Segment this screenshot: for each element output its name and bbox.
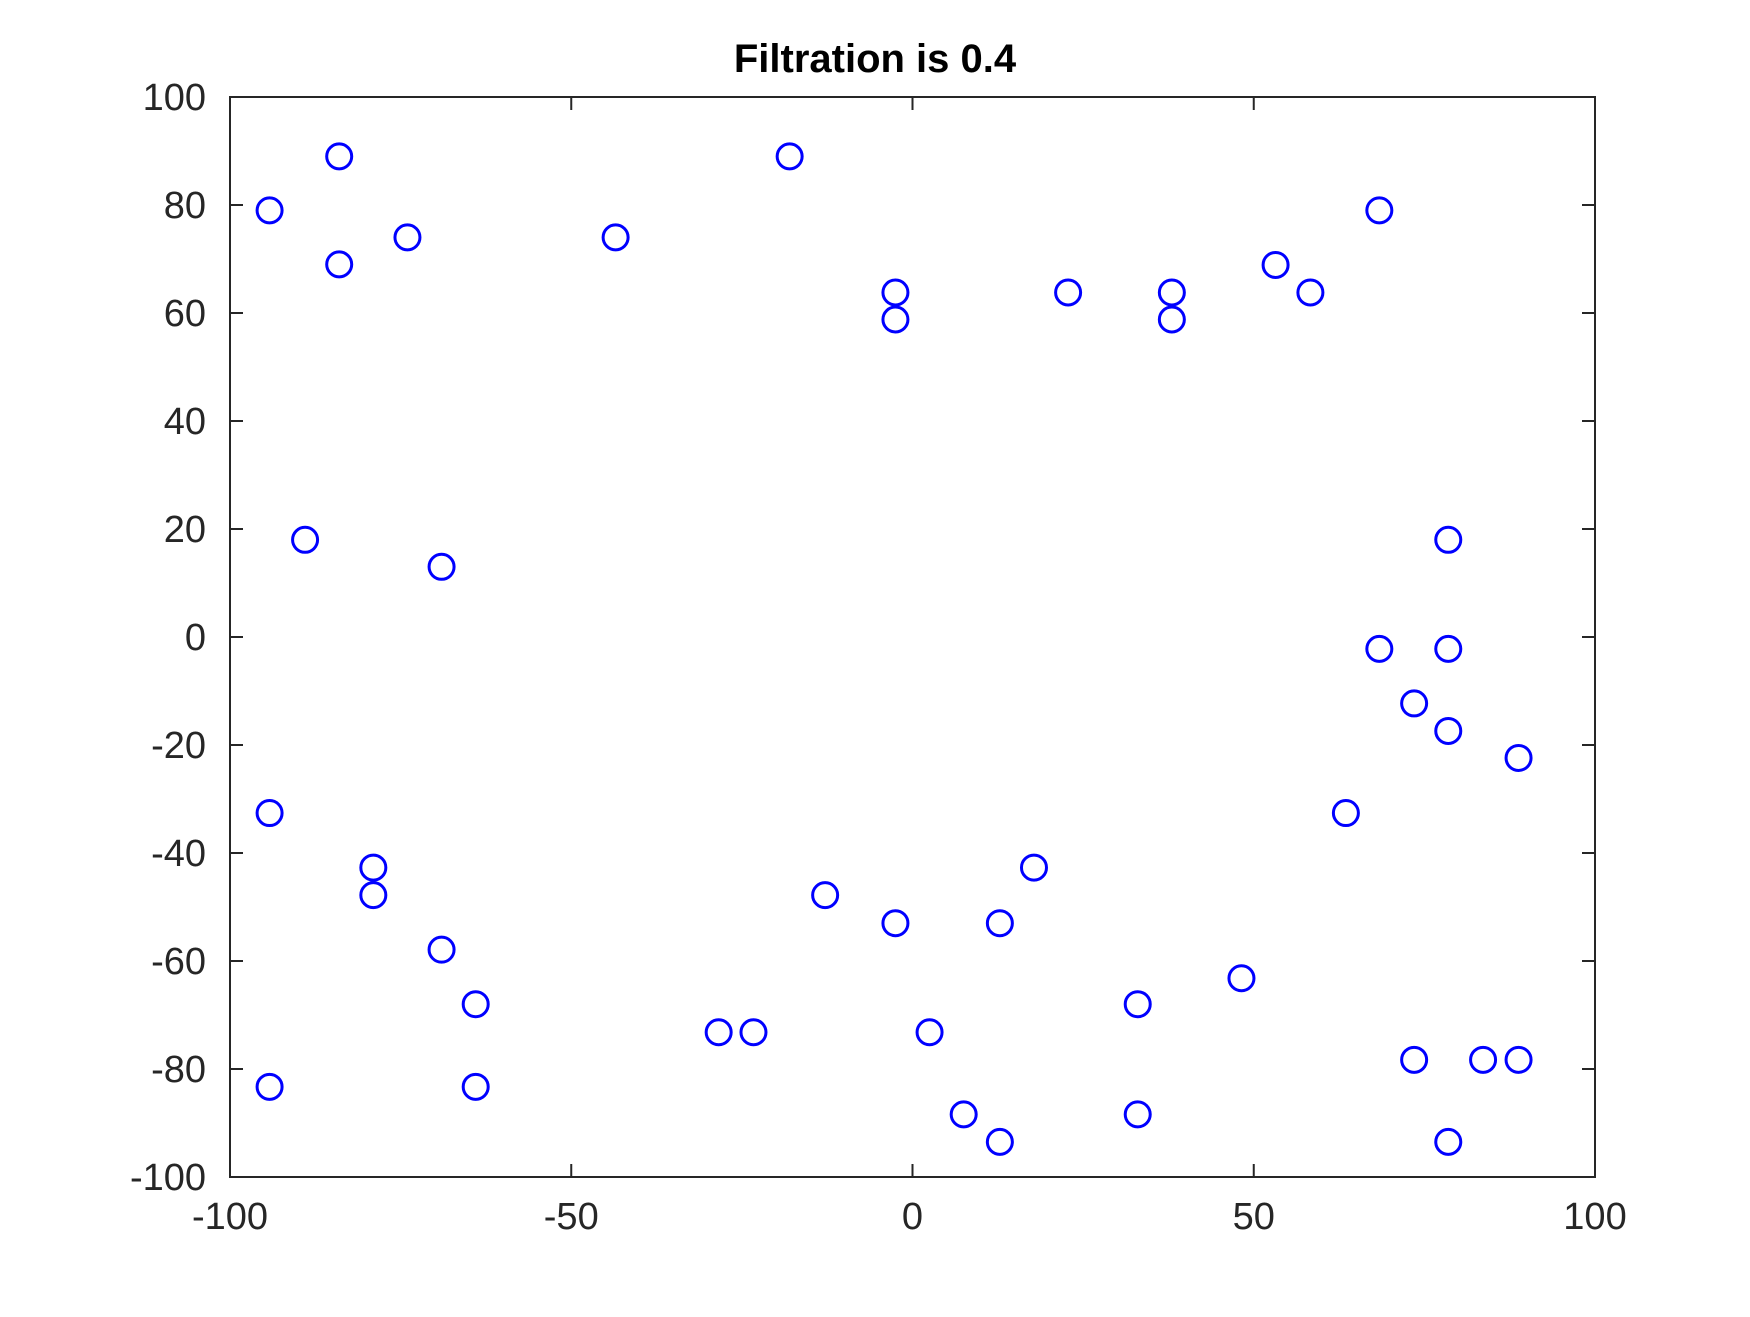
y-tick-label: 60	[164, 293, 206, 335]
data-point	[1123, 1100, 1152, 1129]
y-tick-label: -20	[151, 725, 206, 767]
data-point	[255, 1072, 284, 1101]
data-point	[881, 278, 910, 307]
y-tick-label: -80	[151, 1049, 206, 1091]
y-tick-label: 100	[143, 77, 206, 119]
data-point	[985, 909, 1014, 938]
y-tick-label: 0	[185, 617, 206, 659]
data-point	[1157, 278, 1186, 307]
y-tick-label: -60	[151, 941, 206, 983]
data-point	[1331, 799, 1360, 828]
y-tick-label: 80	[164, 185, 206, 227]
x-tick-label: -50	[544, 1196, 599, 1238]
data-point	[427, 552, 456, 581]
data-point	[601, 223, 630, 252]
data-point	[739, 1018, 768, 1047]
y-tick-label: -100	[130, 1157, 206, 1199]
data-point	[1365, 634, 1394, 663]
x-tick-label: 100	[1563, 1196, 1626, 1238]
data-point	[1365, 196, 1394, 225]
data-point	[359, 853, 388, 882]
data-point	[881, 909, 910, 938]
data-point	[1123, 990, 1152, 1019]
chart-title: Filtration is 0.4	[734, 37, 1017, 81]
data-point	[325, 250, 354, 279]
data-point	[1434, 525, 1463, 554]
data-point	[1504, 743, 1533, 772]
data-point	[1504, 1045, 1533, 1074]
data-point	[1261, 250, 1290, 279]
y-tick-label: -40	[151, 833, 206, 875]
data-point	[811, 881, 840, 910]
axes: -100 -50 0 50 100 100 80 60 40 20 0 -20 -40 -60 -80 -10…	[130, 77, 1627, 1238]
data-point	[1019, 853, 1048, 882]
data-point	[291, 525, 320, 554]
data-point	[985, 1127, 1014, 1156]
data-point	[1469, 1045, 1498, 1074]
data-point	[1227, 964, 1256, 993]
y-tick-label: 40	[164, 401, 206, 443]
data-point	[1157, 305, 1186, 334]
data-point	[255, 196, 284, 225]
data-point	[1400, 1045, 1429, 1074]
data-point	[1434, 1127, 1463, 1156]
x-tick-label: -100	[192, 1196, 268, 1238]
data-point	[704, 1018, 733, 1047]
data-point	[255, 799, 284, 828]
data-point	[949, 1100, 978, 1129]
data-point	[1434, 716, 1463, 745]
data-point	[393, 223, 422, 252]
data-point	[915, 1018, 944, 1047]
data-point	[1296, 278, 1325, 307]
data-point	[427, 935, 456, 964]
data-point	[359, 881, 388, 910]
x-tick-label: 0	[902, 1196, 923, 1238]
data-point	[325, 142, 354, 171]
data-point	[1054, 278, 1083, 307]
data-point	[461, 990, 490, 1019]
data-point	[461, 1072, 490, 1101]
data-point	[1400, 689, 1429, 718]
data-points	[255, 142, 1533, 1156]
data-point	[1434, 634, 1463, 663]
x-tick-label: 50	[1233, 1196, 1275, 1238]
data-point	[775, 142, 804, 171]
y-tick-label: 20	[164, 509, 206, 551]
data-point	[881, 305, 910, 334]
